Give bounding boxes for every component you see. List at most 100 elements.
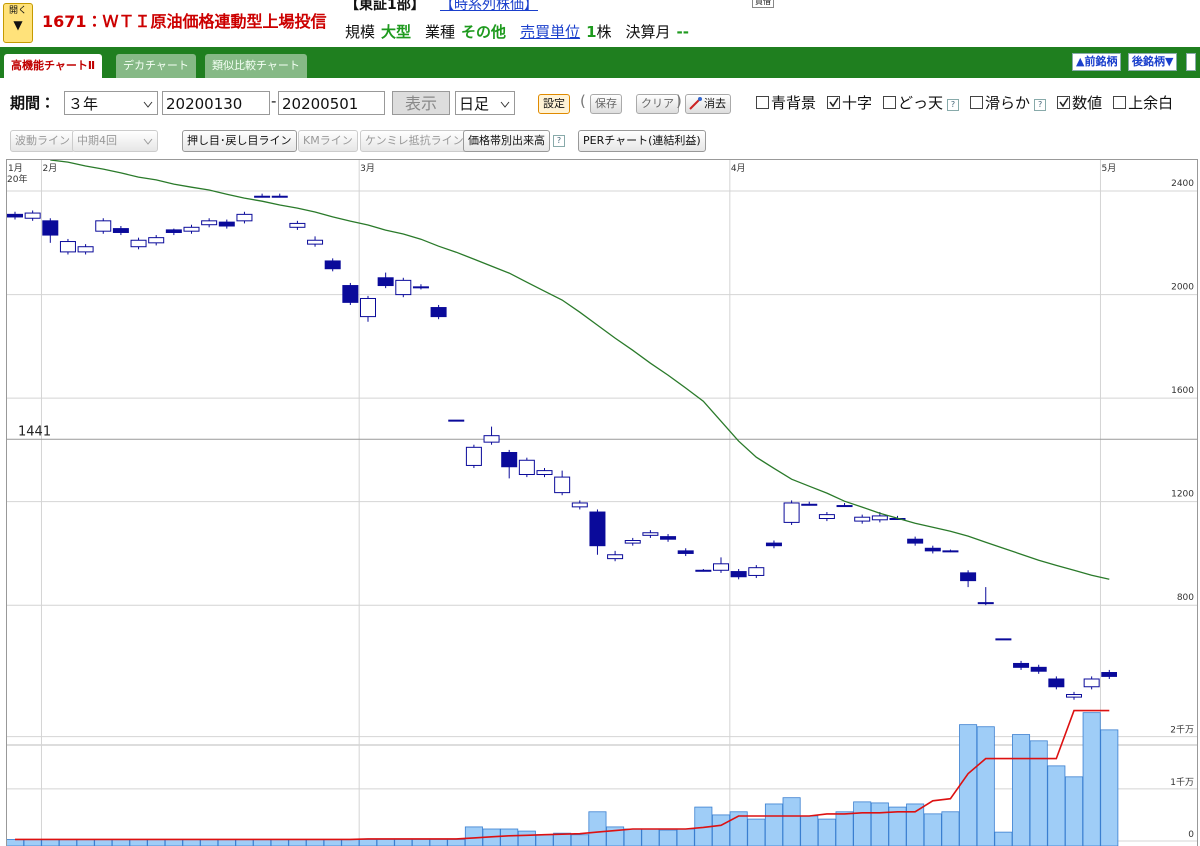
option[interactable]: 十字 (827, 92, 872, 113)
volume-bar (817, 818, 836, 846)
candle-body (448, 419, 465, 422)
select-arrow (143, 138, 153, 145)
volume-bar (358, 839, 377, 846)
show-button[interactable]: 表示 (392, 91, 450, 115)
candle-body (871, 515, 888, 521)
volume-bar (747, 818, 766, 846)
check-line (1059, 97, 1069, 108)
checkbox[interactable] (970, 96, 984, 109)
toggle[interactable] (1186, 53, 1196, 71)
timeseries-link[interactable]: 【時系列株価】 (440, 0, 538, 13)
clear-button[interactable]: クリア (636, 94, 679, 114)
volume-bar (288, 839, 307, 846)
checkbox[interactable] (883, 96, 897, 109)
volume-bar (1029, 740, 1048, 846)
option[interactable]: 数値 (1057, 92, 1102, 113)
check-line (829, 97, 839, 108)
tool-button[interactable]: PERチャート(連結利益) (578, 130, 706, 152)
field-label[interactable]: 売買単位 (520, 23, 581, 41)
volume-bar (111, 839, 130, 846)
x-tick-label: 2月 (42, 163, 57, 174)
volume-tick-label: 1千万 (1170, 777, 1194, 788)
option[interactable]: 青背景 (756, 92, 816, 113)
prev-stock[interactable]: ▲前銘柄 (1072, 53, 1122, 71)
candle-body (271, 195, 288, 198)
open-label: 開く (8, 6, 27, 16)
tool-button[interactable]: 押し目･戻し目ライン? (182, 130, 312, 152)
option-label: 十字 (842, 94, 873, 112)
interval-select[interactable]: 日足 (455, 91, 515, 115)
option[interactable]: どっ天? (883, 92, 960, 113)
candle-body (695, 569, 712, 572)
help-icon[interactable]: ? (553, 135, 565, 147)
next-stock[interactable]: 後銘柄▼ (1128, 53, 1178, 71)
volume-bar (959, 724, 978, 846)
tool-label: 中期4回 (77, 134, 117, 147)
erase-button[interactable]: 消去 (685, 94, 731, 114)
field: 業種 その他 (425, 21, 506, 42)
candle-body (342, 285, 359, 303)
checkbox[interactable] (1057, 96, 1071, 109)
candle-body (324, 260, 341, 270)
candle-body (765, 542, 782, 547)
candle-body (960, 572, 977, 582)
candle-body (395, 279, 412, 296)
volume-bar (588, 811, 607, 846)
help-icon[interactable]: ? (1034, 99, 1047, 111)
checkbox[interactable] (827, 96, 841, 109)
checkbox[interactable] (1113, 96, 1127, 109)
tab[interactable]: デカチャート (116, 54, 196, 78)
tool-label: 波動ライン (15, 134, 70, 147)
volume-bar (853, 801, 872, 846)
option[interactable]: 上余白 (1113, 92, 1173, 113)
tool-button[interactable]: ケンミレ抵抗ライン (360, 130, 469, 152)
option[interactable]: 滑らか? (970, 92, 1047, 113)
tool-button[interactable]: 価格帯別出来高? (463, 130, 565, 152)
market: 【東証1部】 (345, 0, 425, 13)
candle-body (148, 237, 165, 244)
date-to[interactable]: 20200501 (278, 91, 385, 115)
arrow (143, 138, 153, 145)
y-tick-label: 800 (1177, 593, 1194, 603)
save-button[interactable]: 保存 (590, 94, 622, 114)
volume-bar (606, 826, 625, 846)
volume-bar (235, 839, 254, 846)
interval-value: 日足 (459, 95, 490, 113)
ma-line (50, 160, 1110, 580)
x-tick-label: 3月 (360, 163, 375, 174)
settings-button[interactable]: 設定 (538, 94, 570, 114)
volume-bar (782, 797, 801, 846)
candle-body (836, 505, 853, 508)
volume-bar (411, 839, 430, 846)
candle-body (165, 229, 182, 233)
volume-bar (7, 839, 25, 846)
volume-bar (464, 826, 483, 846)
period-value: ３年 (68, 95, 99, 113)
volume-bar (888, 806, 907, 846)
volume-bar (306, 839, 325, 846)
volume-bar (394, 839, 413, 846)
open-button[interactable]: 開く ▼ (3, 3, 33, 43)
candle-body (730, 571, 747, 578)
tab[interactable]: 高機能チャートⅡ (4, 54, 103, 78)
tool-button[interactable]: 中期4回 (72, 130, 158, 152)
candle-body (801, 503, 818, 506)
tool-button[interactable]: KMライン (298, 130, 358, 152)
erase-icon (689, 97, 702, 110)
tab[interactable]: 類似比較チャート (205, 54, 307, 78)
candle-body (536, 470, 553, 476)
tool-button[interactable]: 波動ライン (10, 130, 75, 152)
period-select[interactable]: ３年 (64, 91, 158, 115)
candle-body (95, 220, 112, 232)
candle-body (924, 547, 941, 552)
date-from[interactable]: 20200130 (162, 91, 270, 115)
checkbox[interactable] (756, 96, 769, 109)
candle-body (307, 239, 324, 245)
candle-body (907, 538, 924, 544)
volume-bar (58, 839, 77, 846)
year-label: 20年 (7, 173, 27, 185)
volume-bar (676, 828, 695, 846)
open-arrow: ▼ (13, 18, 23, 32)
help-icon[interactable]: ? (947, 99, 960, 111)
candle-body (112, 228, 129, 233)
